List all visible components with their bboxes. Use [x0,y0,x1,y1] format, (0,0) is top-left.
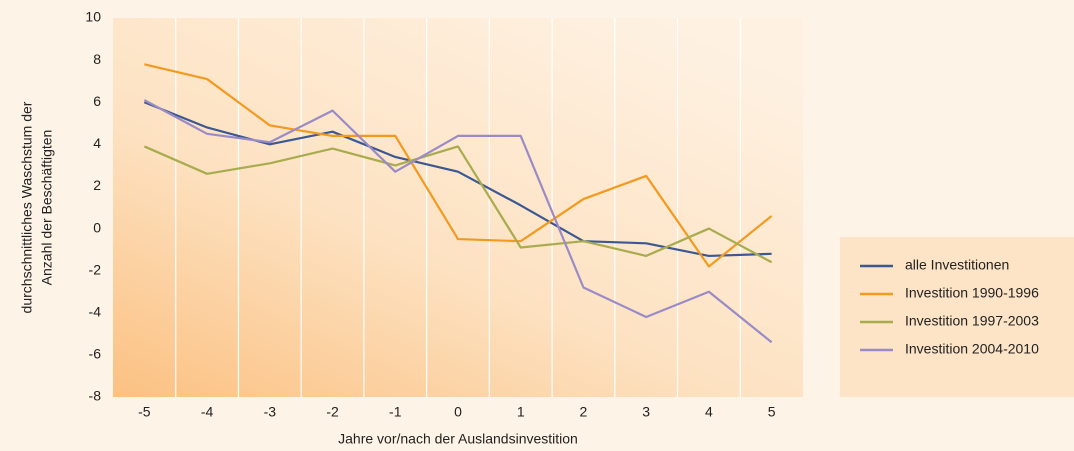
line-series [143,145,773,264]
x-tick-label: 5 [768,404,776,420]
legend-box [840,237,1074,397]
x-tick-label: 3 [642,404,650,420]
x-tick-label: 4 [705,404,713,420]
y-tick-label: 6 [93,93,101,109]
y-tick-label: -4 [89,303,102,319]
x-tick-label: 2 [580,404,588,420]
x-tick-label: -1 [389,404,402,420]
y-tick-label: -6 [89,346,102,362]
y-axis-label: Anzahl der Beschäftigten [39,130,55,286]
y-tick-label: -2 [89,261,102,277]
x-axis-label: Jahre vor/nach der Auslandsinvestition [338,431,578,447]
x-tick-label: -3 [264,404,277,420]
x-tick-label: 1 [517,404,525,420]
y-tick-label: 0 [93,219,101,235]
x-tick-label: -5 [138,404,151,420]
legend-label: Investition 2004-2010 [905,341,1039,357]
x-tick-label: 0 [454,404,462,420]
y-tick-label: 10 [85,9,101,25]
plot-area [113,18,803,397]
line-series [144,63,773,268]
x-tick-label: -2 [326,404,339,420]
y-axis-label: durchschnittliches Waschstum der [19,101,35,313]
y-tick-label: 4 [93,135,101,151]
legend-label: Investition 1990-1996 [905,285,1039,301]
legend-label: alle Investitionen [905,257,1009,273]
legend-label: Investition 1997-2003 [905,313,1039,329]
y-tick-label: -8 [89,388,102,404]
line-series [143,99,773,344]
y-tick-label: 2 [93,177,101,193]
y-tick-label: 8 [93,51,101,67]
x-tick-label: -4 [201,404,214,420]
